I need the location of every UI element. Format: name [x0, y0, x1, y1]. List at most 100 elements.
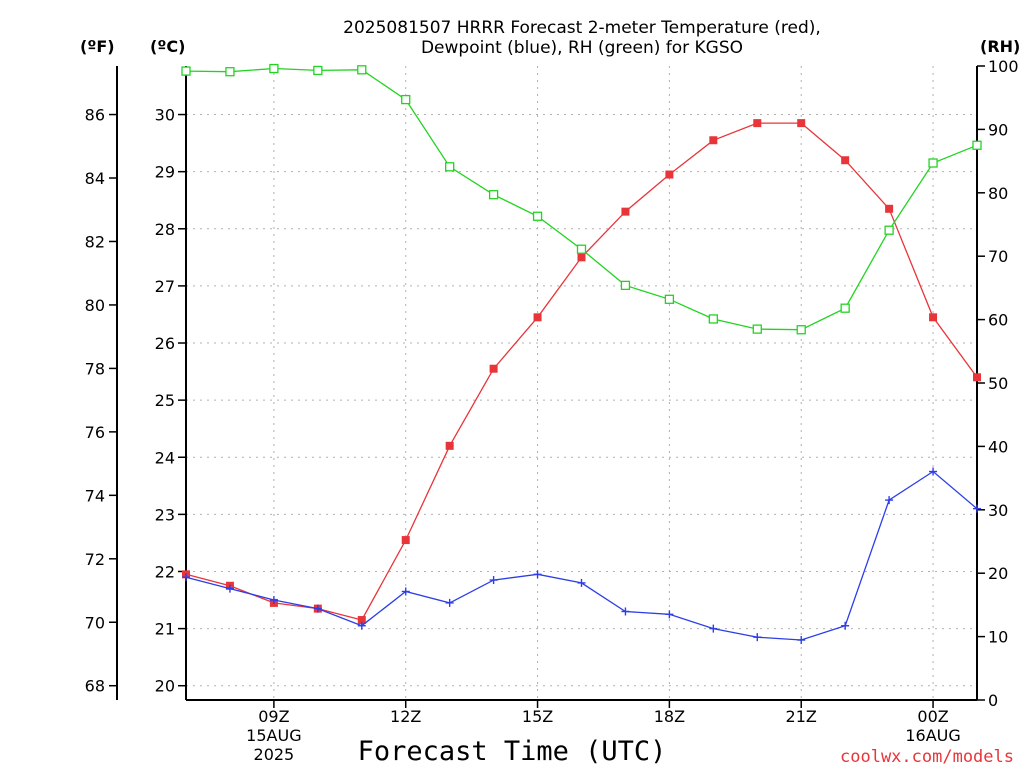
rh-point [401, 94, 411, 105]
rh-point [488, 190, 499, 200]
x-tick-label: 09Z [258, 707, 289, 726]
rh-point [532, 211, 543, 221]
rh-tick-label: 30 [988, 501, 1008, 520]
dewpoint-point [797, 636, 806, 645]
rh-point [840, 303, 850, 313]
rh-tick-label: 20 [988, 564, 1008, 583]
x-axis-label: Forecast Time (UTC) [358, 736, 667, 767]
x-tick-label: 12Z [390, 707, 421, 726]
rh-point [796, 325, 806, 335]
dewpoint-point [885, 496, 894, 505]
dewpoint-point [313, 604, 322, 613]
fahrenheit-tick-label: 78 [85, 359, 105, 378]
fahrenheit-tick-label: 68 [85, 677, 105, 696]
celsius-tick-label: 22 [155, 562, 175, 581]
chart-title-line-1: 2025081507 HRRR Forecast 2-meter Tempera… [343, 18, 821, 38]
fahrenheit-tick-label: 74 [85, 486, 105, 505]
celsius-tick-label: 23 [155, 505, 175, 524]
dewpoint-point [973, 504, 981, 513]
x-tick-label: 00Z [917, 707, 948, 726]
dewpoint-point [401, 587, 410, 596]
dewpoint-point [225, 584, 234, 593]
dewpoint-point [577, 578, 586, 587]
dewpoint-point [182, 573, 190, 582]
x-tick-label: 16AUG [905, 726, 960, 745]
celsius-tick-label: 20 [155, 677, 175, 696]
temperature-point [357, 616, 366, 625]
rh-point [752, 324, 762, 334]
rh-tick-label: 40 [988, 437, 1008, 456]
dewpoint-line [185, 470, 978, 641]
fahrenheit-tick-label: 82 [85, 232, 105, 251]
rh-tick-label: 100 [988, 57, 1019, 76]
rh-point [445, 162, 455, 172]
data-series [181, 63, 982, 645]
rh-point [708, 314, 718, 324]
rh-point [181, 66, 191, 76]
rh-tick-label: 80 [988, 184, 1008, 203]
rh-line [185, 67, 978, 331]
fahrenheit-tick-label: 80 [85, 296, 105, 315]
celsius-tick-label: 28 [155, 220, 175, 239]
rh-tick-label: 10 [988, 628, 1008, 647]
rh-point [313, 65, 323, 76]
celsius-tick-label: 27 [155, 277, 175, 296]
temperature-point [577, 253, 586, 262]
chart-title-line-2: Dewpoint (blue), RH (green) for KGSO [421, 38, 743, 58]
temperature-line [185, 122, 978, 621]
fahrenheit-tick-label: 70 [85, 613, 105, 632]
dewpoint-point [709, 624, 718, 633]
temperature-point [929, 313, 938, 322]
rh-tick-label: 90 [988, 120, 1008, 139]
dewpoint-point [445, 598, 454, 607]
tick-labels: 20 21 22 23 24 25 26 27 28 29 30 68 70 72 74 76 78 80 82 84… [85, 57, 1019, 764]
celsius-tick-label: 29 [155, 163, 175, 182]
temperature-point [401, 536, 410, 545]
x-tick-label: 15Z [522, 707, 553, 726]
temperature-point [489, 364, 498, 373]
celsius-unit-label: (ºC) [150, 37, 185, 56]
rh-point [269, 63, 279, 74]
rh-tick-label: 50 [988, 374, 1008, 393]
axes [109, 65, 985, 708]
fahrenheit-tick-label: 86 [85, 106, 105, 125]
x-tick-label: 15AUG [246, 726, 301, 745]
temperature-point [797, 119, 806, 128]
rh-point [664, 294, 675, 304]
rh-unit-label: (RH) [980, 37, 1020, 56]
dewpoint-point [269, 596, 278, 605]
rh-point [884, 225, 894, 235]
celsius-tick-label: 30 [155, 106, 175, 125]
fahrenheit-tick-label: 72 [85, 550, 105, 569]
dewpoint-point [929, 467, 938, 476]
dewpoint-point [357, 621, 366, 630]
x-tick-label: 2025 [254, 745, 295, 764]
x-tick-label: 18Z [654, 707, 685, 726]
temperature-point [665, 170, 674, 179]
rh-point [225, 67, 235, 77]
rh-tick-label: 70 [988, 247, 1008, 266]
dewpoint-point [489, 576, 498, 585]
rh-point [576, 244, 587, 254]
celsius-tick-label: 21 [155, 620, 175, 639]
temperature-point [973, 373, 981, 382]
dewpoint-point [841, 621, 850, 630]
dewpoint-point [753, 633, 762, 642]
rh-point [357, 65, 367, 75]
temperature-point [753, 119, 762, 128]
fahrenheit-tick-label: 84 [85, 169, 105, 188]
celsius-tick-label: 24 [155, 448, 175, 467]
temperature-point [445, 441, 454, 450]
credit-text: coolwx.com/models [840, 747, 1014, 767]
grid-lines [186, 66, 977, 700]
temperature-point [621, 207, 630, 216]
celsius-tick-label: 25 [155, 391, 175, 410]
dewpoint-point [533, 570, 542, 579]
rh-point [928, 158, 938, 168]
celsius-tick-label: 26 [155, 334, 175, 353]
fahrenheit-tick-label: 76 [85, 423, 105, 442]
temperature-point [841, 156, 850, 165]
rh-point [620, 280, 631, 291]
dewpoint-point [621, 607, 630, 616]
